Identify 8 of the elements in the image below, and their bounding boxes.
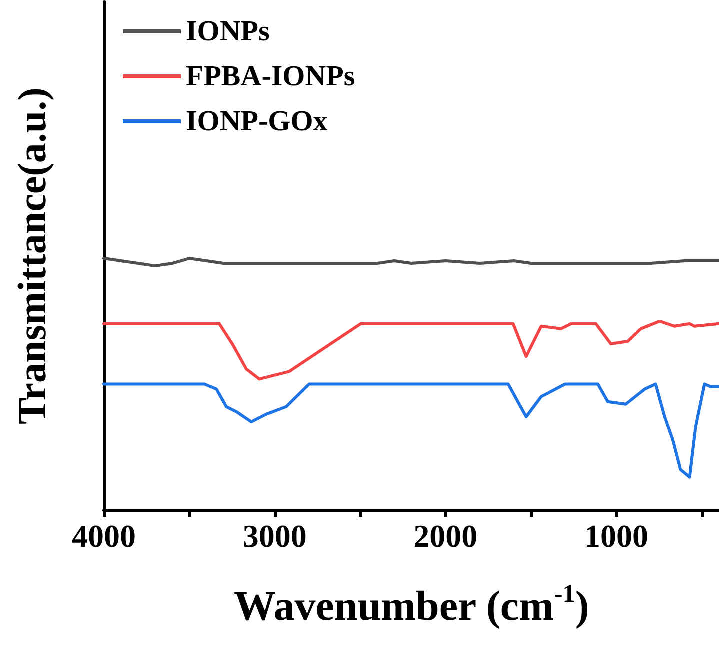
x-tick-label: 2000: [414, 518, 478, 554]
legend-label: FPBA-IONPs: [186, 60, 356, 92]
x-tick-label: 4000: [72, 518, 136, 554]
legend-label: IONPs: [186, 16, 270, 48]
y-axis-title: Transmittance(a.u.): [10, 88, 54, 424]
legend-label: IONP-GOx: [186, 106, 328, 138]
x-tick-label: 3000: [242, 518, 307, 554]
x-tick-label: 1000: [584, 518, 648, 554]
